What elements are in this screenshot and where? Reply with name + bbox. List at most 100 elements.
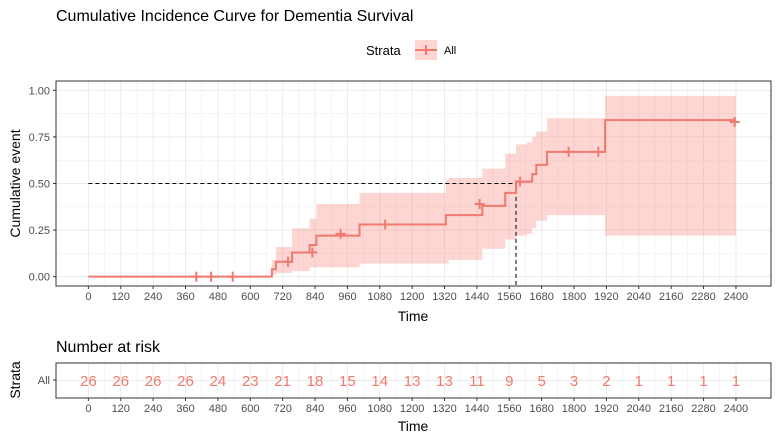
main-x-tick-label: 120 xyxy=(112,291,130,303)
risk-x-tick-label: 480 xyxy=(209,403,227,415)
main-x-tick-label: 1320 xyxy=(432,291,456,303)
legend-label-all: All xyxy=(444,45,456,57)
main-y-ticks: 0.00 0.25 0.50 0.75 1.00 xyxy=(29,85,56,284)
main-x-tick-label: 0 xyxy=(85,291,91,303)
risk-x-tick-label: 2280 xyxy=(691,403,715,415)
main-y-tick-label: 0.75 xyxy=(29,132,50,144)
risk-x-tick-label: 2400 xyxy=(724,403,748,415)
risk-x-tick-label: 1800 xyxy=(562,403,586,415)
censor-mark xyxy=(593,146,604,157)
main-y-tick-label: 0.25 xyxy=(29,225,50,237)
main-x-tick-label: 1920 xyxy=(594,291,618,303)
chart-title: Cumulative Incidence Curve for Dementia … xyxy=(56,8,413,25)
risk-x-tick-label: 2040 xyxy=(627,403,651,415)
main-x-tick-label: 1440 xyxy=(465,291,489,303)
risk-x-tick-label: 1920 xyxy=(594,403,618,415)
main-x-tick-label: 1800 xyxy=(562,291,586,303)
risk-value: 13 xyxy=(404,373,421,390)
risk-x-tick-label: 0 xyxy=(85,403,91,415)
censor-mark xyxy=(729,117,740,127)
main-grid xyxy=(56,81,771,286)
risk-value: 2 xyxy=(602,373,610,390)
risk-x-tick-label: 1440 xyxy=(465,403,489,415)
confidence-band xyxy=(88,95,736,277)
risk-x-tick-label: 120 xyxy=(112,403,130,415)
main-y-tick-label: 0.50 xyxy=(29,179,50,191)
risk-x-tick-label: 360 xyxy=(176,403,194,415)
main-x-tick-label: 600 xyxy=(241,291,259,303)
risk-value: 11 xyxy=(469,373,485,390)
main-x-tick-label: 1080 xyxy=(368,291,392,303)
main-x-tick-label: 2280 xyxy=(691,291,715,303)
main-x-tick-label: 2400 xyxy=(724,291,748,303)
censor-mark xyxy=(283,256,294,267)
censor-mark xyxy=(335,228,346,239)
risk-table-title: Number at risk xyxy=(56,339,161,356)
risk-value: 26 xyxy=(80,373,97,390)
risk-value: 14 xyxy=(371,373,388,390)
risk-value: 5 xyxy=(537,373,545,390)
risk-x-axis-title: Time xyxy=(398,418,429,434)
risk-value: 24 xyxy=(210,373,227,390)
legend: Strata All xyxy=(366,40,456,60)
main-x-tick-label: 840 xyxy=(306,291,324,303)
risk-value: 1 xyxy=(699,373,707,390)
legend-title: Strata xyxy=(366,43,401,58)
censor-mark xyxy=(380,219,391,230)
risk-value: 9 xyxy=(505,373,513,390)
risk-x-tick-label: 720 xyxy=(273,403,291,415)
censor-mark xyxy=(307,247,318,258)
main-x-tick-label: 1560 xyxy=(497,291,521,303)
main-y-tick-label: 0.00 xyxy=(29,272,50,284)
main-x-tick-label: 2160 xyxy=(659,291,683,303)
main-x-tick-label: 960 xyxy=(338,291,356,303)
risk-x-ticks: 0 120 240 360 480 600 720 840 960 1080 1200 1320 144… xyxy=(85,398,748,415)
risk-table: Number at risk 26 26 26 26 24 23 21 18 15 14 13 13 1… xyxy=(7,339,772,434)
censor-mark xyxy=(515,176,526,187)
risk-values: 26 26 26 26 24 23 21 18 15 14 13 13 11 9 5 3 2 1 1 1 1 xyxy=(80,373,740,390)
risk-value: 13 xyxy=(436,373,453,390)
censor-mark xyxy=(206,271,217,282)
main-y-tick-label: 1.00 xyxy=(29,85,50,97)
main-panel: 0 120 240 360 480 600 720 840 960 1080 1200 1320 144… xyxy=(7,80,772,324)
risk-row-label: All xyxy=(38,375,50,387)
censor-marks xyxy=(191,117,740,282)
main-x-tick-label: 2040 xyxy=(627,291,651,303)
risk-value: 3 xyxy=(570,373,578,390)
risk-value: 21 xyxy=(274,373,291,390)
main-x-ticks: 0 120 240 360 480 600 720 840 960 1080 1200 1320 144… xyxy=(85,286,748,303)
risk-value: 18 xyxy=(307,373,324,390)
main-x-axis-title: Time xyxy=(398,308,429,324)
risk-x-tick-label: 840 xyxy=(306,403,324,415)
main-x-tick-label: 360 xyxy=(176,291,194,303)
risk-value: 1 xyxy=(635,373,643,390)
risk-value: 23 xyxy=(242,373,259,390)
risk-x-tick-label: 1200 xyxy=(400,403,424,415)
risk-y-axis-title: Strata xyxy=(7,361,23,399)
main-x-tick-label: 1200 xyxy=(400,291,424,303)
risk-x-tick-label: 960 xyxy=(338,403,356,415)
censor-mark xyxy=(474,199,485,209)
risk-x-tick-label: 2160 xyxy=(659,403,683,415)
risk-x-tick-label: 1680 xyxy=(529,403,553,415)
risk-value: 26 xyxy=(145,373,162,390)
risk-x-tick-label: 1560 xyxy=(497,403,521,415)
main-x-tick-label: 720 xyxy=(273,291,291,303)
main-x-tick-label: 240 xyxy=(144,291,162,303)
risk-value: 26 xyxy=(112,373,129,390)
risk-x-tick-label: 1080 xyxy=(368,403,392,415)
main-x-tick-label: 480 xyxy=(209,291,227,303)
censor-mark xyxy=(227,271,238,282)
risk-value: 15 xyxy=(339,373,356,390)
main-x-tick-label: 1680 xyxy=(529,291,553,303)
risk-x-tick-label: 240 xyxy=(144,403,162,415)
risk-value: 26 xyxy=(177,373,194,390)
risk-value: 1 xyxy=(732,373,740,390)
risk-x-tick-label: 600 xyxy=(241,403,259,415)
main-y-axis-title: Cumulative event xyxy=(7,129,23,237)
censor-mark xyxy=(191,271,202,282)
risk-grid xyxy=(56,363,771,398)
risk-x-tick-label: 1320 xyxy=(432,403,456,415)
risk-value: 1 xyxy=(667,373,675,390)
